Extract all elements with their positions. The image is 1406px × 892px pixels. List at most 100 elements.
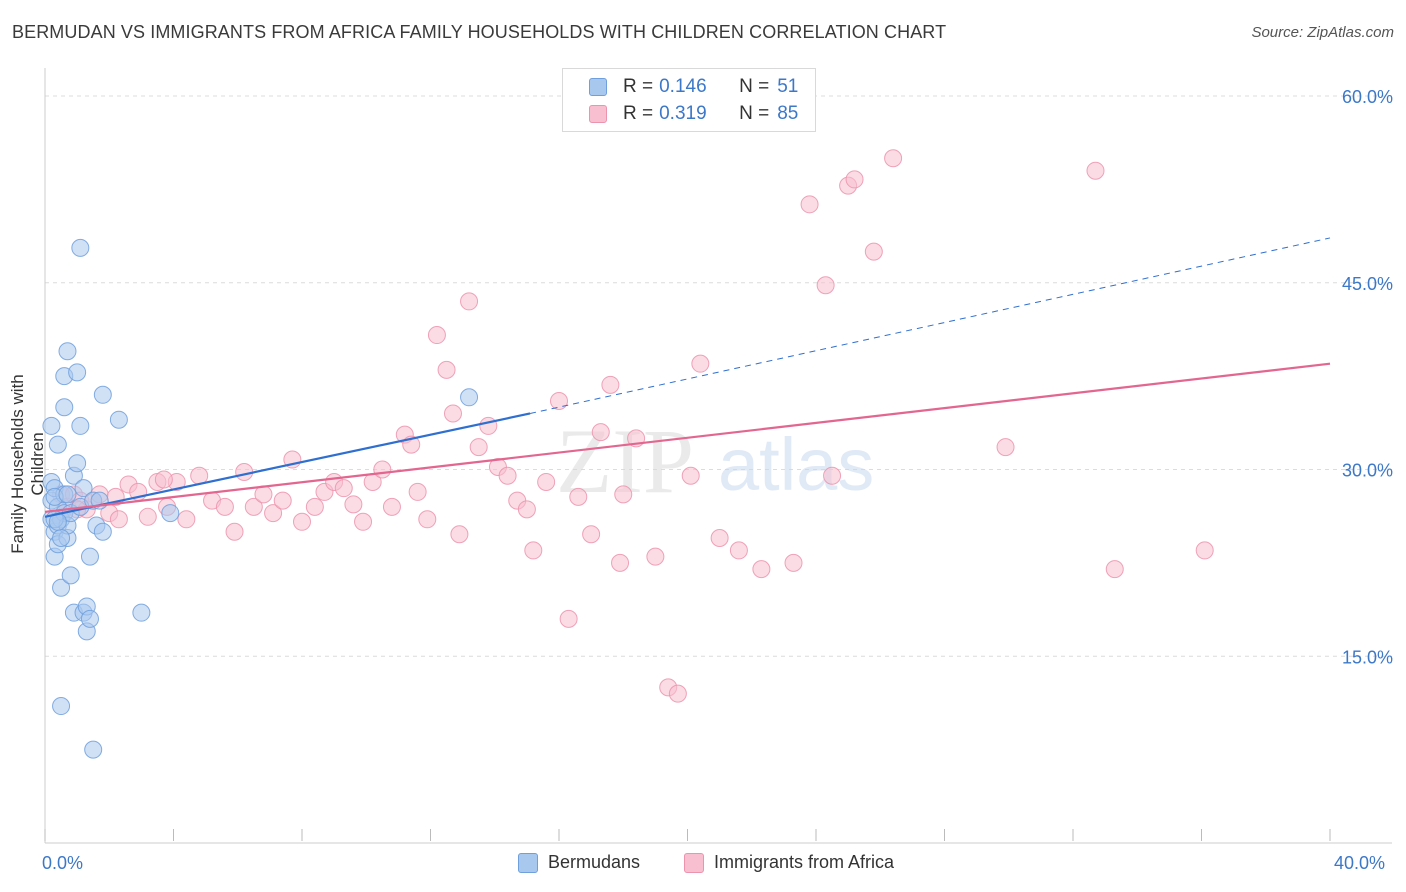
africa-point	[264, 504, 283, 523]
bermudan-point	[161, 504, 180, 523]
africa-point	[154, 470, 173, 489]
bermudan-point	[132, 603, 151, 622]
bermudan-point	[71, 238, 90, 257]
y-tick-label: 15.0%	[1342, 647, 1393, 667]
africa-point	[800, 195, 819, 214]
africa-point	[293, 512, 311, 531]
legend-n-label: N =	[739, 103, 770, 124]
legend-r-label: R =	[623, 103, 654, 124]
africa-point	[427, 326, 446, 345]
chart-title: BERMUDAN VS IMMIGRANTS FROM AFRICA FAMIL…	[12, 22, 947, 42]
bermudan-point	[80, 609, 99, 628]
africa-point	[845, 170, 864, 189]
legend-item-bermudans: Bermudans	[518, 852, 640, 873]
bermudan-point	[55, 398, 74, 417]
bermudan-point	[80, 547, 99, 566]
bermudan-point	[42, 416, 61, 435]
africa-point	[344, 495, 363, 514]
africa-point	[479, 416, 498, 435]
bermudan-point	[460, 388, 479, 407]
y-tick-labels: 15.0% 30.0% 45.0% 60.0%	[1342, 87, 1393, 667]
bermudan-point	[93, 522, 112, 541]
x-tick-max: 40.0%	[1334, 853, 1386, 873]
legend-r-value: 0.319	[659, 103, 707, 124]
source-label: Source: ZipAtlas.com	[1251, 24, 1394, 41]
y-tick-label: 45.0%	[1342, 274, 1393, 294]
africa-point	[177, 510, 196, 529]
africa-point	[681, 466, 700, 485]
africa-point	[244, 497, 263, 516]
legend-label-bermudans: Bermudans	[548, 852, 641, 872]
bermudan-point	[52, 578, 71, 597]
africa-point	[691, 354, 710, 373]
bermudan-point	[84, 740, 103, 759]
legend-swatch-pink	[589, 105, 607, 123]
legend-swatch-blue	[589, 78, 607, 96]
y-axis-title: Family Households with Children	[8, 374, 47, 554]
bermudan-point	[48, 435, 67, 454]
y-tick-label: 60.0%	[1342, 87, 1393, 107]
africa-point	[469, 438, 488, 457]
bermudan-point	[61, 566, 80, 585]
africa-point	[517, 500, 536, 519]
bermudan-point	[52, 528, 71, 547]
watermark-atlas: atlas	[718, 423, 874, 506]
africa-point	[569, 487, 588, 506]
bermudan-point	[109, 410, 128, 429]
africa-point	[450, 525, 469, 544]
africa-point	[225, 522, 244, 541]
africa-point	[614, 485, 633, 504]
africa-point	[254, 485, 273, 504]
bermudan-point	[93, 385, 112, 404]
africa-point	[382, 497, 401, 516]
africa-point	[443, 404, 462, 423]
y-tick-label: 30.0%	[1342, 461, 1393, 481]
legend-item-africa: Immigrants from Africa	[684, 852, 894, 873]
legend-r-value: 0.146	[659, 76, 707, 97]
africa-point	[437, 360, 456, 379]
bermudan-point	[68, 363, 87, 382]
legend-swatch-pink	[684, 852, 704, 873]
africa-point	[559, 609, 578, 628]
africa-point	[710, 528, 729, 547]
bermudan-trend-extension	[529, 237, 1331, 414]
grid-lines	[45, 95, 1392, 657]
africa-point	[1195, 541, 1214, 560]
legend-swatch-blue	[518, 852, 538, 873]
bermudan-point	[58, 342, 77, 361]
legend-series: Bermudans Immigrants from Africa	[0, 852, 1406, 878]
africa-point	[373, 460, 392, 479]
africa-point	[1105, 560, 1124, 579]
africa-trend-line	[44, 362, 1331, 513]
africa-point	[729, 541, 748, 560]
africa-point	[334, 479, 353, 498]
africa-point	[138, 507, 157, 526]
africa-point	[1086, 161, 1105, 180]
africa-point	[591, 423, 610, 442]
legend-stats: R = 0.146 N = 51 R = 0.319 N = 85	[562, 68, 816, 132]
legend-r-label: R =	[623, 76, 654, 97]
africa-point	[109, 510, 128, 529]
africa-point	[646, 547, 665, 566]
x-tick-min: 0.0%	[42, 853, 84, 873]
africa-point	[601, 375, 620, 394]
legend-row-africa: R = 0.319 N = 85	[589, 102, 798, 126]
bermudan-trend-line	[44, 412, 531, 518]
bermudan-point	[58, 485, 77, 504]
bermudan-point	[68, 454, 87, 473]
africa-point	[816, 276, 835, 295]
legend-row-bermudans: R = 0.146 N = 51	[589, 75, 798, 99]
africa-point	[537, 472, 556, 491]
bermudan-point	[52, 697, 71, 716]
africa-point	[550, 392, 568, 411]
africa-point	[305, 497, 324, 516]
africa-point	[784, 553, 803, 572]
legend-n-label: N =	[739, 76, 770, 97]
axes	[44, 68, 1392, 844]
bermudan-point	[74, 479, 93, 498]
africa-point	[215, 497, 234, 516]
africa-point	[582, 525, 601, 544]
legend-label-africa: Immigrants from Africa	[714, 852, 895, 872]
legend-n-value: 51	[777, 76, 799, 97]
